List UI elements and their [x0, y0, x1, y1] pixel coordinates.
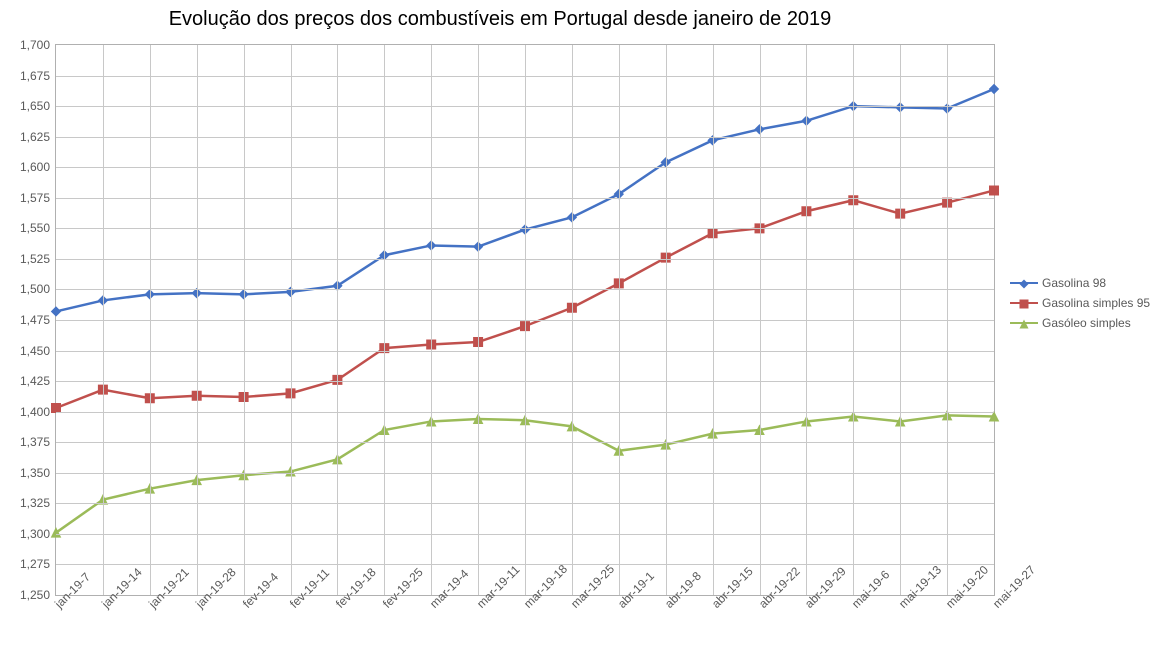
y-axis-tick-label: 1,650: [20, 99, 56, 113]
y-axis-tick-label: 1,275: [20, 557, 56, 571]
gridline-vertical: [713, 45, 714, 595]
legend-marker-icon: [1018, 318, 1030, 330]
y-axis-tick-label: 1,325: [20, 496, 56, 510]
gridline-vertical: [337, 45, 338, 595]
gridline-vertical: [103, 45, 104, 595]
y-axis-tick-label: 1,700: [20, 38, 56, 52]
legend-marker-icon: [1018, 278, 1030, 290]
y-axis-tick-label: 1,425: [20, 374, 56, 388]
legend-item: Gasolina 98: [1010, 276, 1150, 290]
gridline-vertical: [947, 45, 948, 595]
gridline-vertical: [619, 45, 620, 595]
x-axis-tick-label: 27-mai-19: [990, 563, 1038, 611]
gridline-vertical: [431, 45, 432, 595]
gridline-vertical: [478, 45, 479, 595]
y-axis-tick-label: 1,450: [20, 344, 56, 358]
y-axis-tick-label: 1,375: [20, 435, 56, 449]
y-axis-tick-label: 1,475: [20, 313, 56, 327]
legend-label: Gasóleo simples: [1042, 316, 1131, 330]
y-axis-tick-label: 1,350: [20, 466, 56, 480]
y-axis-tick-label: 1,300: [20, 527, 56, 541]
legend-item: Gasóleo simples: [1010, 316, 1150, 330]
legend-swatch-line: [1010, 302, 1038, 304]
legend-label: Gasolina simples 95: [1042, 296, 1150, 310]
gridline-vertical: [572, 45, 573, 595]
y-axis-tick-label: 1,525: [20, 252, 56, 266]
gridline-vertical: [197, 45, 198, 595]
series-marker: [990, 186, 999, 195]
y-axis-tick-label: 1,625: [20, 130, 56, 144]
legend-swatch-line: [1010, 282, 1038, 284]
gridline-vertical: [900, 45, 901, 595]
gridline-vertical: [150, 45, 151, 595]
gridline-vertical: [666, 45, 667, 595]
chart-title: Evolução dos preços dos combustíveis em …: [0, 8, 1000, 31]
gridline-vertical: [806, 45, 807, 595]
chart-container: Evolução dos preços dos combustíveis em …: [0, 0, 1152, 661]
legend: Gasolina 98 Gasolina simples 95 Gasóleo si…: [1010, 270, 1150, 336]
gridline-vertical: [525, 45, 526, 595]
series-marker: [990, 85, 999, 94]
gridline-vertical: [760, 45, 761, 595]
y-axis-tick-label: 1,575: [20, 191, 56, 205]
gridline-vertical: [244, 45, 245, 595]
y-axis-tick-label: 1,600: [20, 160, 56, 174]
legend-marker-icon: [1018, 298, 1030, 310]
plot-area: 1,2501,2751,3001,3251,3501,3751,4001,425…: [55, 44, 995, 596]
legend-item: Gasolina simples 95: [1010, 296, 1150, 310]
y-axis-tick-label: 1,675: [20, 69, 56, 83]
legend-label: Gasolina 98: [1042, 276, 1106, 290]
y-axis-tick-label: 1,400: [20, 405, 56, 419]
gridline-vertical: [384, 45, 385, 595]
gridline-vertical: [291, 45, 292, 595]
gridline-vertical: [853, 45, 854, 595]
y-axis-tick-label: 1,500: [20, 282, 56, 296]
y-axis-tick-label: 1,550: [20, 221, 56, 235]
legend-swatch-line: [1010, 322, 1038, 324]
y-axis-tick-label: 1,250: [20, 588, 56, 602]
